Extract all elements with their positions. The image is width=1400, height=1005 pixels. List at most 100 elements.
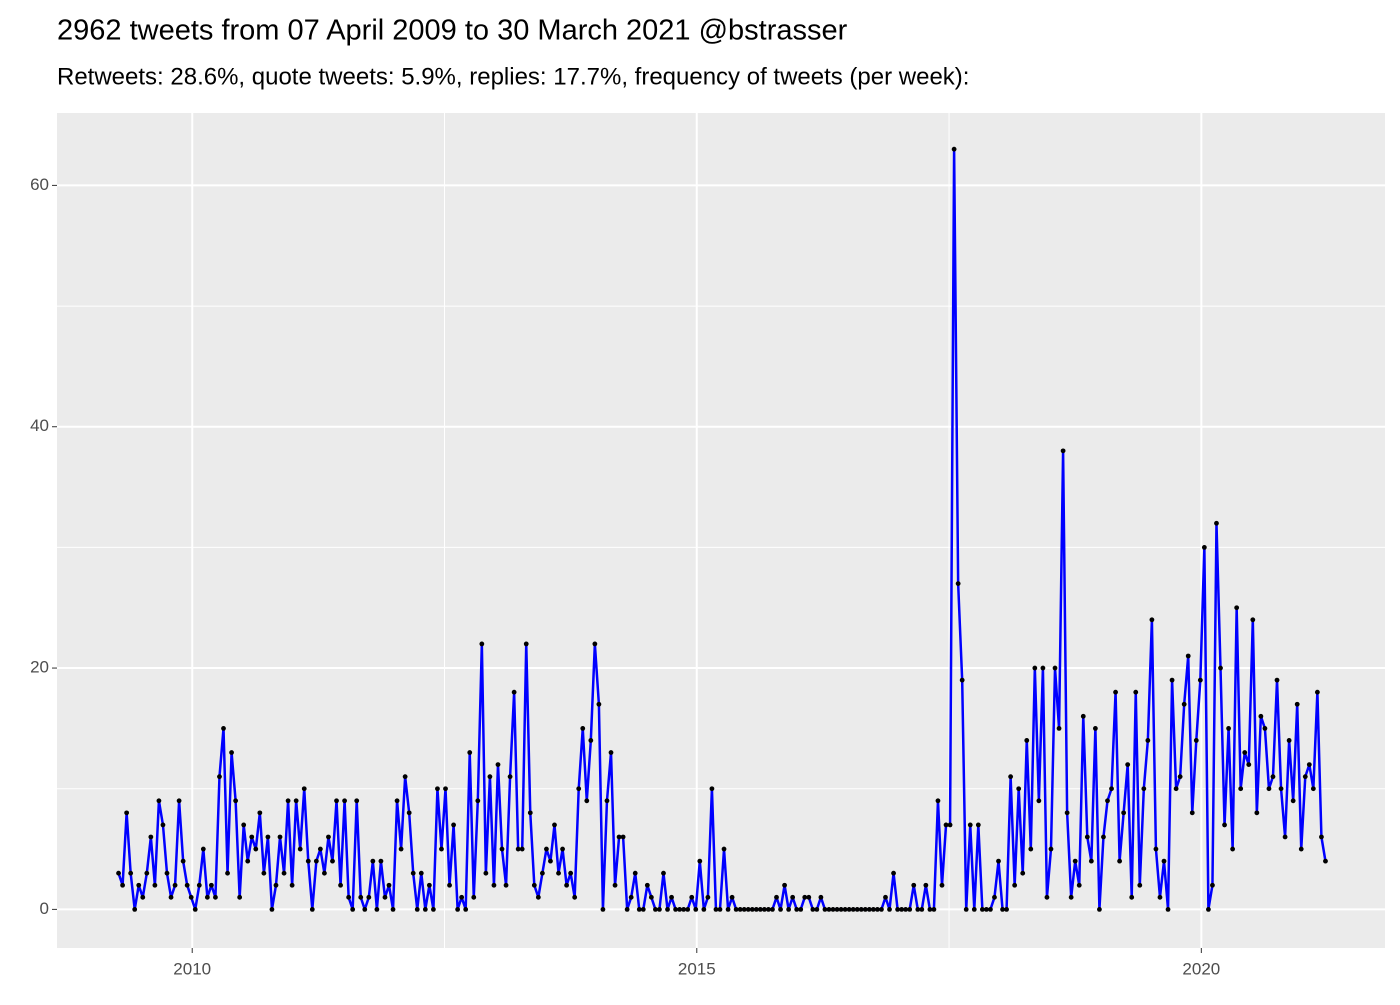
data-point [1258, 713, 1264, 719]
data-point [160, 822, 166, 828]
data-point [947, 822, 953, 828]
data-point [539, 870, 545, 876]
data-point [842, 906, 848, 912]
data-point [443, 786, 448, 792]
data-point [1000, 906, 1005, 912]
data-point [1153, 846, 1159, 852]
data-point [358, 894, 364, 900]
data-point [911, 882, 917, 888]
data-point [418, 870, 424, 876]
data-point [196, 882, 202, 888]
data-point [459, 894, 465, 900]
data-point [1141, 786, 1147, 792]
data-point [951, 146, 957, 152]
data-point [677, 906, 683, 912]
data-point [737, 906, 743, 912]
data-point [753, 906, 759, 912]
data-point [192, 906, 198, 912]
data-point [1109, 786, 1114, 792]
data-point [846, 906, 852, 912]
data-point [1234, 605, 1240, 611]
data-point [992, 894, 997, 900]
data-point [661, 870, 666, 876]
data-point [394, 798, 400, 804]
data-point [1080, 713, 1086, 719]
data-point [879, 906, 884, 912]
data-point [1246, 762, 1252, 767]
data-point [475, 798, 481, 804]
data-point [164, 870, 170, 876]
data-point [653, 906, 658, 912]
data-point [431, 906, 436, 912]
data-point [1262, 725, 1268, 731]
data-point [794, 906, 800, 912]
data-point [862, 906, 868, 912]
y-tick-label: 0 [40, 899, 49, 918]
data-point [1197, 677, 1203, 683]
data-point [640, 906, 646, 912]
data-point [806, 894, 812, 900]
data-point [572, 894, 578, 900]
data-point [1314, 689, 1320, 695]
data-point [386, 882, 392, 888]
data-point [1189, 810, 1195, 816]
data-point [802, 894, 808, 900]
data-point [293, 798, 299, 804]
data-point [213, 894, 218, 900]
data-point [1040, 665, 1046, 671]
y-tick-label: 40 [30, 416, 49, 435]
data-point [1072, 858, 1078, 864]
data-point [253, 846, 259, 852]
data-point [132, 906, 138, 912]
data-point [527, 810, 533, 816]
data-point [1274, 677, 1280, 683]
data-point [1319, 834, 1324, 840]
data-point [402, 774, 408, 780]
data-point [1092, 725, 1098, 731]
data-point [1214, 520, 1219, 526]
data-point [709, 786, 715, 792]
data-point [943, 822, 949, 828]
data-point [148, 834, 154, 840]
data-point [939, 882, 945, 888]
data-point [1242, 750, 1248, 755]
data-point [665, 906, 670, 912]
data-point [168, 894, 174, 900]
data-point [1206, 906, 1211, 912]
data-point [1060, 448, 1066, 454]
data-point [1298, 846, 1304, 852]
data-point [632, 870, 638, 876]
data-point [979, 906, 985, 912]
data-point [963, 906, 969, 912]
data-point [152, 882, 158, 888]
data-point [1290, 798, 1296, 804]
data-point [1133, 689, 1139, 695]
data-point [1125, 762, 1131, 767]
data-point [1254, 810, 1260, 816]
data-point [281, 870, 287, 876]
data-point [455, 906, 461, 912]
data-point [636, 906, 642, 912]
y-tick-label: 60 [30, 175, 49, 194]
data-point [1286, 738, 1292, 743]
data-point [996, 858, 1001, 864]
data-point [628, 894, 634, 900]
data-point [277, 834, 283, 840]
data-point [798, 906, 804, 912]
data-point [382, 894, 388, 900]
data-point [907, 906, 913, 912]
data-point [604, 798, 610, 804]
plot-panel [57, 113, 1385, 948]
data-point [305, 858, 311, 864]
data-point [975, 822, 981, 828]
data-point [176, 798, 182, 804]
data-point [507, 774, 513, 780]
data-point [1084, 834, 1090, 840]
data-point [289, 882, 295, 888]
data-point [887, 906, 892, 912]
data-point [531, 882, 537, 888]
data-point [693, 906, 699, 912]
data-point [535, 894, 541, 900]
data-point [761, 906, 767, 912]
